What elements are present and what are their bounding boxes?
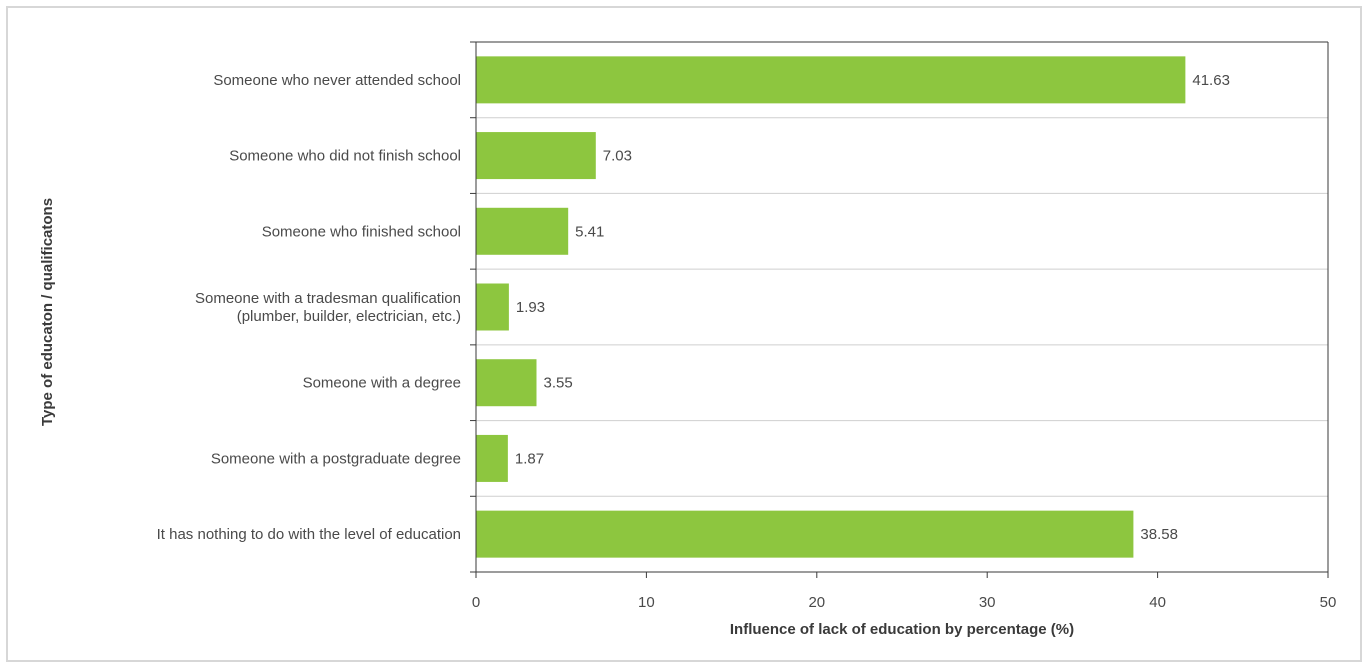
- x-tick-label: 30: [979, 594, 996, 611]
- x-axis-title: Influence of lack of education by percen…: [730, 621, 1074, 638]
- labels: 41.63 Someone who never attended school 7.…: [157, 72, 1337, 611]
- data-label: 1.93: [516, 299, 545, 316]
- data-label: 5.41: [575, 223, 604, 240]
- bar: [476, 207, 569, 255]
- data-label: 7.03: [603, 148, 632, 165]
- data-label: 1.87: [515, 450, 544, 467]
- bar: [476, 283, 509, 331]
- data-label: 38.58: [1140, 526, 1178, 543]
- bar: [476, 132, 596, 180]
- x-tick-label: 0: [472, 594, 480, 611]
- bar: [476, 510, 1134, 558]
- x-tick-label: 10: [638, 594, 655, 611]
- x-tick-label: 50: [1320, 594, 1337, 611]
- bar: [476, 359, 537, 407]
- category-label: Someone with a postgraduate degree: [211, 450, 461, 467]
- bar: [476, 434, 508, 482]
- category-label: It has nothing to do with the level of e…: [157, 526, 461, 543]
- category-label: Someone with a degree: [303, 375, 461, 392]
- category-label: Someone who did not finish school: [229, 148, 461, 165]
- x-tick-label: 20: [808, 594, 825, 611]
- data-label: 3.55: [543, 375, 572, 392]
- grid-lines: [476, 117, 1328, 497]
- data-label: 41.63: [1192, 72, 1230, 89]
- bar: [476, 56, 1186, 104]
- category-label: Someone who never attended school: [213, 72, 461, 89]
- axes: [470, 41, 1329, 578]
- category-label: Someone with a tradesman qualification (p…: [195, 290, 461, 325]
- bars: [476, 56, 1186, 558]
- y-axis-title: Type of educaton / qualificatons: [39, 198, 56, 426]
- x-tick-label: 40: [1149, 594, 1166, 611]
- category-label: Someone who finished school: [262, 223, 461, 240]
